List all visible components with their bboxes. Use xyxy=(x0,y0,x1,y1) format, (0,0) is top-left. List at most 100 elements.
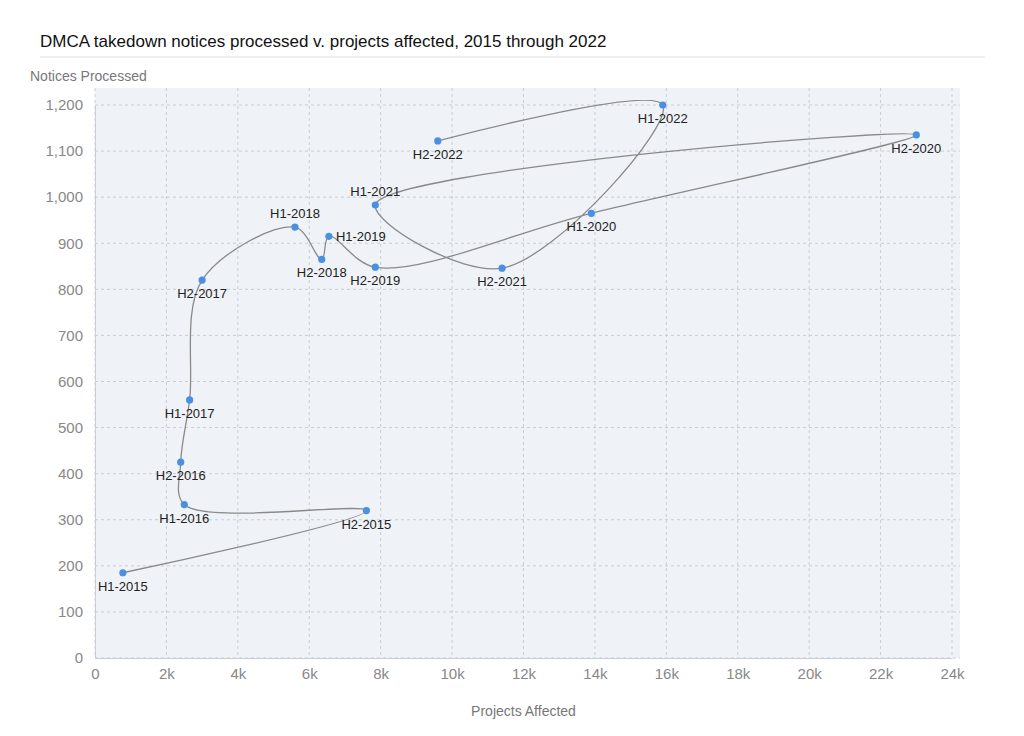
point-label: H2-2021 xyxy=(477,274,527,289)
point xyxy=(318,256,325,263)
x-tick: 8k xyxy=(373,658,389,682)
x-tick: 12k xyxy=(512,658,537,682)
x-tick-label: 0 xyxy=(91,665,99,682)
y-tick-label: 100 xyxy=(58,603,83,620)
grid-line-y xyxy=(95,335,960,336)
x-tick: 0 xyxy=(91,658,99,682)
grid-line-x xyxy=(523,88,524,658)
grid-line-y xyxy=(95,611,960,612)
y-tick: 1,000 xyxy=(45,188,95,205)
point xyxy=(119,569,126,576)
y-tick-label: 900 xyxy=(58,235,83,252)
y-tick-label: 400 xyxy=(58,465,83,482)
y-tick: 1,200 xyxy=(45,96,95,113)
y-tick: 200 xyxy=(58,557,95,574)
grid-line-x xyxy=(452,88,453,658)
point-label: H1-2019 xyxy=(336,229,386,244)
point xyxy=(186,396,193,403)
grid-line-x xyxy=(737,88,738,658)
grid-line-y xyxy=(95,473,960,474)
point-label: H1-2021 xyxy=(350,184,400,199)
x-tick-label: 20k xyxy=(798,665,823,682)
point-label: H2-2020 xyxy=(891,141,941,156)
grid-line-y xyxy=(95,519,960,520)
point-labels: H1-2015 H2-2015 H1-2016 H2-2016 H1-2017 H2-20… xyxy=(98,111,941,594)
grid-line-x xyxy=(237,88,238,658)
point xyxy=(372,201,379,208)
point xyxy=(177,459,184,466)
x-tick: 14k xyxy=(583,658,608,682)
point-label: H2-2015 xyxy=(341,517,391,532)
grid-line-x xyxy=(95,88,96,658)
point xyxy=(372,264,379,271)
point-label: H1-2016 xyxy=(159,511,209,526)
grid-line-x xyxy=(166,88,167,658)
axis-line xyxy=(96,658,953,659)
point-label: H2-2016 xyxy=(156,468,206,483)
y-tick: 0 xyxy=(75,649,95,666)
point-label: H1-2015 xyxy=(98,579,148,594)
x-tick-label: 8k xyxy=(373,665,389,682)
x-tick: 16k xyxy=(655,658,680,682)
x-tick-label: 2k xyxy=(159,665,175,682)
plot-background xyxy=(95,88,960,658)
x-tick-label: 10k xyxy=(440,665,465,682)
x-tick-label: 18k xyxy=(726,665,751,682)
x-tick-label: 12k xyxy=(512,665,537,682)
grid-line-x xyxy=(809,88,810,658)
point-label: H1-2017 xyxy=(165,406,215,421)
y-tick: 1,100 xyxy=(45,142,95,159)
grid-line-x xyxy=(880,88,881,658)
connecting-line xyxy=(123,100,916,572)
x-tick-label: 14k xyxy=(583,665,608,682)
x-axis-title: Projects Affected xyxy=(471,703,576,719)
x-tick-label: 6k xyxy=(302,665,318,682)
y-tick-label: 1,100 xyxy=(45,142,83,159)
point-label: H1-2022 xyxy=(638,111,688,126)
y-tick-label: 600 xyxy=(58,373,83,390)
point xyxy=(434,137,441,144)
point xyxy=(325,233,332,240)
point-label: H2-2022 xyxy=(413,147,463,162)
point xyxy=(498,265,505,272)
y-tick-label: 300 xyxy=(58,511,83,528)
point-label: H1-2018 xyxy=(270,206,320,221)
y-axis-title: Notices Processed xyxy=(30,68,147,84)
y-tick: 400 xyxy=(58,465,95,482)
y-tick: 800 xyxy=(58,281,95,298)
grid-line-x xyxy=(594,88,595,658)
point xyxy=(913,131,920,138)
y-tick: 900 xyxy=(58,235,95,252)
chart: DMCA takedown notices processed v. proje… xyxy=(0,0,1024,736)
point xyxy=(363,507,370,514)
y-tick-label: 500 xyxy=(58,419,83,436)
y-tick-label: 700 xyxy=(58,327,83,344)
x-axis: 0 2k 4k 6k 8k 10k 12k 14k 16k 18k 20k 22k 24k xyxy=(91,658,965,682)
x-tick: 24k xyxy=(940,658,965,682)
x-tick: 20k xyxy=(798,658,823,682)
y-tick: 100 xyxy=(58,603,95,620)
x-tick: 4k xyxy=(230,658,246,682)
y-tick: 600 xyxy=(58,373,95,390)
y-tick: 300 xyxy=(58,511,95,528)
title-rule xyxy=(40,57,985,58)
point-label: H1-2020 xyxy=(566,219,616,234)
x-tick: 2k xyxy=(159,658,175,682)
grid-line-y xyxy=(95,243,960,244)
grid-line-y xyxy=(95,197,960,198)
grid-line-x xyxy=(309,88,310,658)
point xyxy=(588,210,595,217)
grid-line-x xyxy=(380,88,381,658)
point-label: H2-2018 xyxy=(297,265,347,280)
title: DMCA takedown notices processed v. proje… xyxy=(40,32,606,51)
x-tick-label: 22k xyxy=(869,665,894,682)
y-tick: 500 xyxy=(58,419,95,436)
x-tick-label: 24k xyxy=(940,665,965,682)
y-tick-label: 0 xyxy=(75,649,83,666)
grid-line-y xyxy=(95,427,960,428)
x-tick: 18k xyxy=(726,658,751,682)
grid-line-x xyxy=(666,88,667,658)
point xyxy=(199,277,206,284)
y-tick: 700 xyxy=(58,327,95,344)
grid-line-y xyxy=(95,381,960,382)
